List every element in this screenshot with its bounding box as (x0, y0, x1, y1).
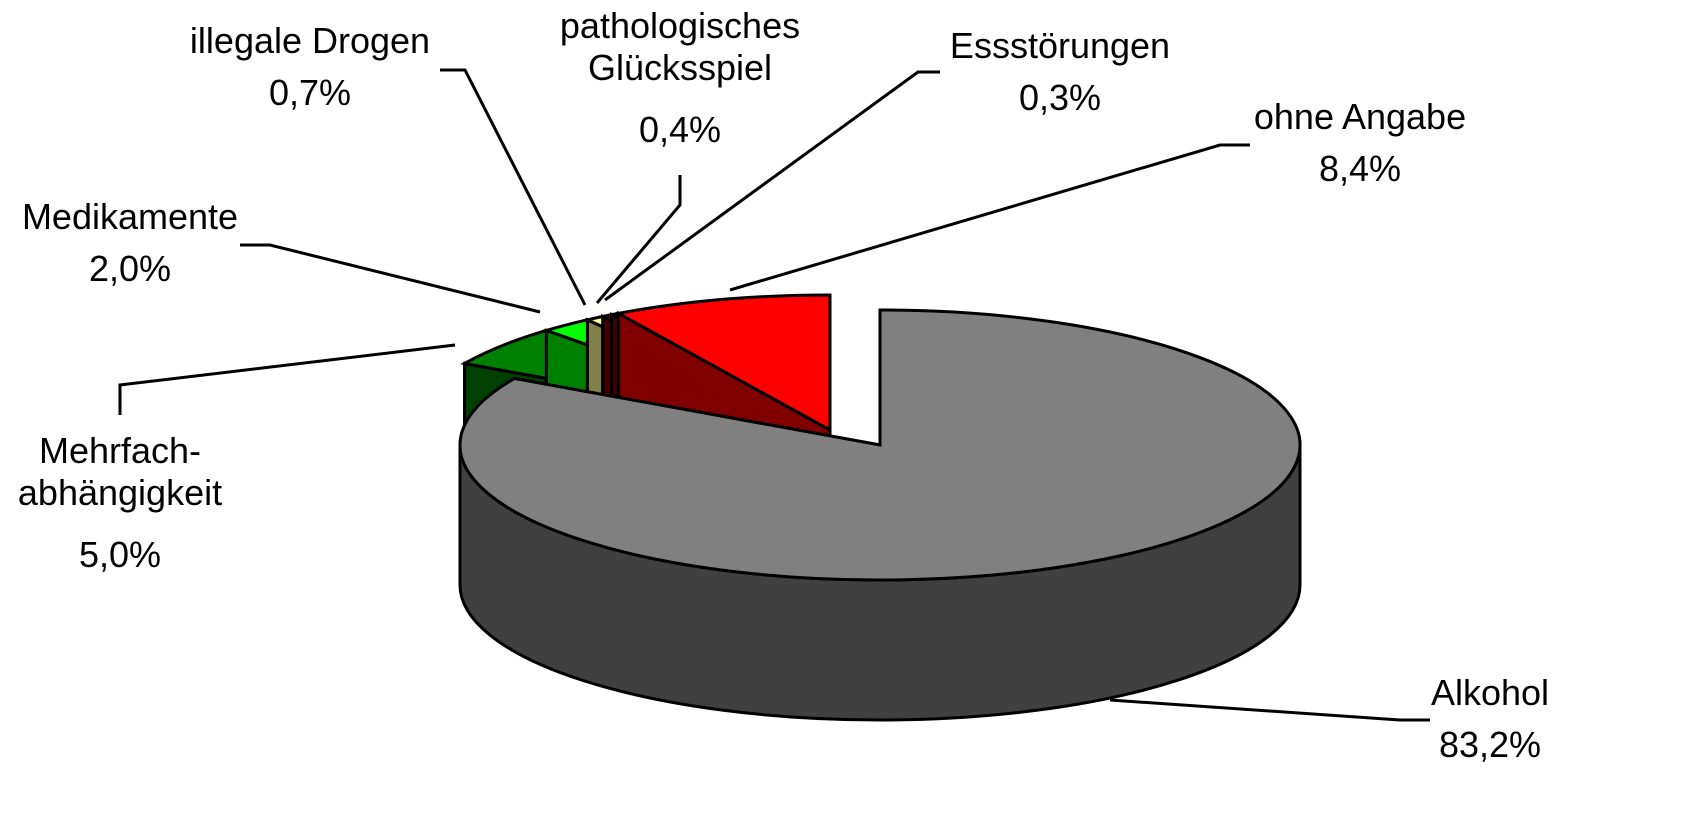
leader-line (118, 343, 456, 415)
slice-value-label: 0,7% (268, 72, 352, 113)
slice (614, 293, 832, 433)
slice-label: illegale Drogen (189, 20, 431, 61)
slice-value-label: 83,2% (1438, 724, 1542, 765)
slice-value-label: 2,0% (88, 248, 172, 289)
slice-label: pathologisches Glücksspiel (559, 5, 801, 88)
slice-label: Essstörungen (949, 25, 1171, 66)
slice (458, 308, 1302, 582)
leader-line (595, 175, 682, 304)
slice-label: ohne Angabe (1253, 96, 1467, 137)
slice-value-label: 0,4% (638, 109, 722, 150)
slice-label: Medikamente (21, 196, 239, 237)
leader-line (1109, 698, 1430, 722)
slice-value-label: 0,3% (1018, 77, 1102, 118)
slice-label: Alkohol (1430, 672, 1550, 713)
leader-line (240, 243, 541, 314)
leader-line (440, 68, 587, 306)
leader-line (729, 143, 1250, 292)
leader-line (604, 70, 940, 302)
slice-value-label: 5,0% (78, 534, 162, 575)
slice-value-label: 8,4% (1318, 148, 1402, 189)
slice-label: Mehrfach- abhängigkeit (17, 430, 223, 513)
